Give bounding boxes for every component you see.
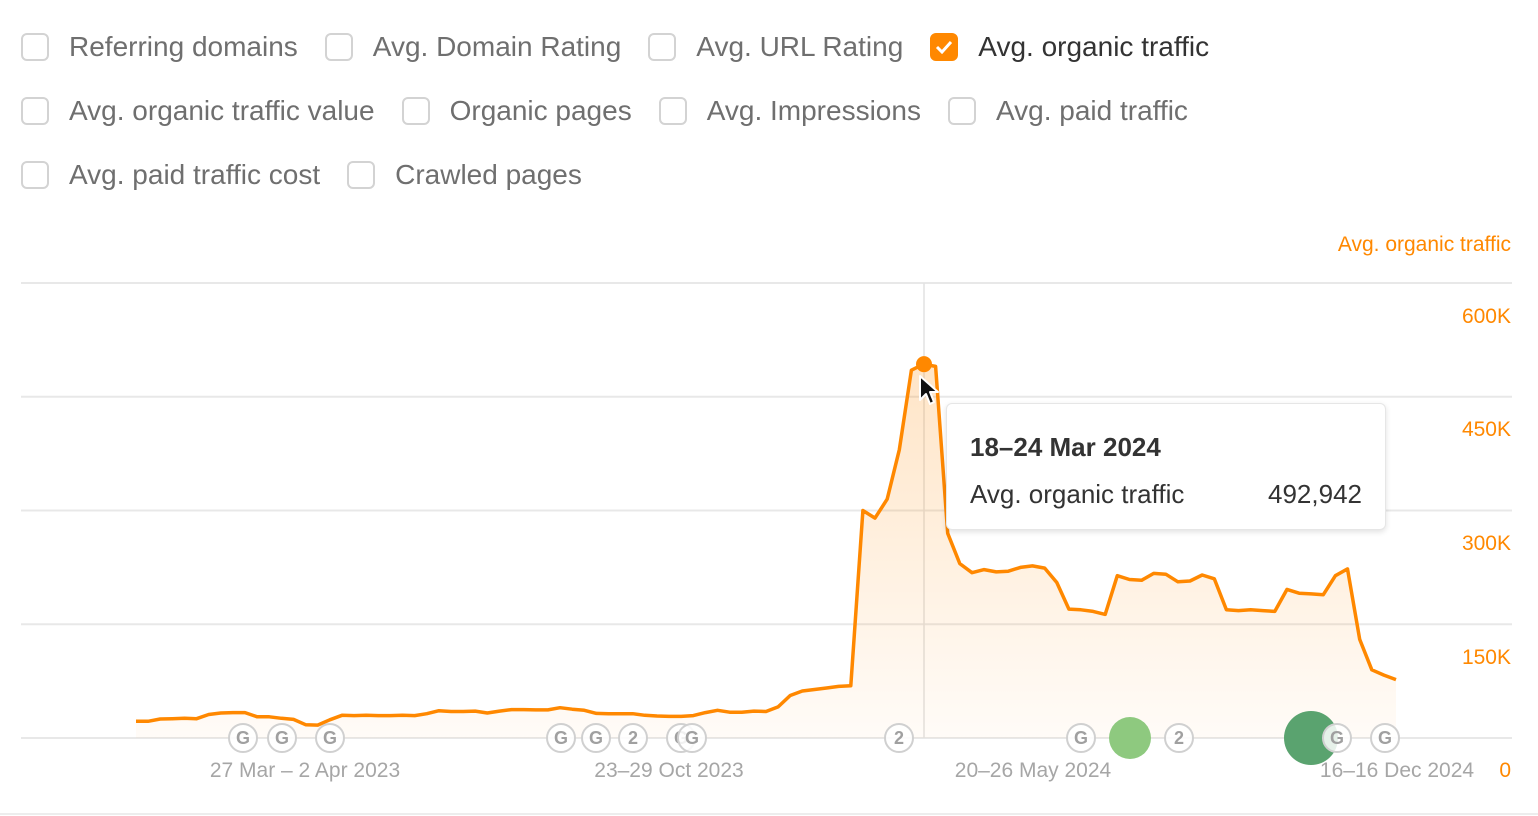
metric-label: Avg. paid traffic cost: [69, 159, 321, 190]
metric-label: Avg. paid traffic: [995, 95, 1188, 126]
event-count-marker[interactable]: 2: [884, 723, 914, 753]
metric-avg-impressions[interactable]: Avg. Impressions: [658, 95, 921, 127]
y-tick-0: 0: [1499, 759, 1511, 782]
event-count-marker[interactable]: 2: [618, 723, 648, 753]
x-tick-4: 16–16 Dec 2024: [1319, 759, 1475, 782]
checkbox[interactable]: [21, 33, 49, 61]
metric-label: Crawled pages: [395, 159, 582, 190]
series-line[interactable]: [136, 362, 1397, 727]
checkbox[interactable]: [21, 161, 49, 189]
mouse-cursor-icon: [919, 375, 939, 405]
tooltip-date: 18–24 Mar 2024: [970, 432, 1161, 462]
bottom-divider: [0, 813, 1538, 815]
y-axis-title: Avg. organic traffic: [1337, 233, 1511, 256]
metric-label: Avg. Domain Rating: [372, 31, 622, 62]
google-update-marker-icon[interactable]: G: [546, 723, 576, 753]
metric-referring-domains[interactable]: Referring domains: [21, 31, 298, 63]
metric-row-2: Avg. organic traffic value Organic pages…: [21, 90, 1521, 132]
tooltip-metric-label: Avg. organic traffic: [970, 479, 1185, 509]
chart-tooltip: 18–24 Mar 2024 Avg. organic traffic 492,…: [946, 403, 1386, 530]
google-update-marker-icon[interactable]: G: [228, 723, 258, 753]
tooltip-metric-value: 492,942: [1268, 479, 1362, 509]
metric-label: Avg. organic traffic: [978, 31, 1210, 62]
checkbox[interactable]: [947, 97, 976, 125]
google-update-marker-icon[interactable]: G: [581, 723, 611, 753]
x-tick-3: 20–26 May 2024: [954, 759, 1112, 782]
metric-avg-url-rating[interactable]: Avg. URL Rating: [648, 31, 903, 63]
metric-avg-organic-traffic[interactable]: Avg. organic traffic: [930, 31, 1209, 63]
highlighted-point[interactable]: [916, 356, 932, 373]
area-fill: [136, 364, 1396, 738]
metric-organic-pages[interactable]: Organic pages: [401, 95, 632, 127]
google-update-marker-icon[interactable]: G: [1066, 723, 1096, 753]
metric-label: Avg. organic traffic value: [69, 95, 375, 126]
metric-avg-organic-traffic-value[interactable]: Avg. organic traffic value: [21, 95, 375, 127]
metric-crawled-pages[interactable]: Crawled pages: [347, 159, 582, 191]
metric-label: Organic pages: [449, 95, 632, 126]
x-tick-1: 27 Mar – 2 Apr 2023: [209, 759, 401, 782]
event-count-marker[interactable]: 2: [1164, 723, 1194, 753]
google-update-marker-icon[interactable]: G: [677, 723, 707, 753]
checkbox[interactable]: [658, 97, 687, 125]
google-update-marker-icon[interactable]: G: [267, 723, 297, 753]
checkbox[interactable]: [347, 161, 376, 189]
google-update-marker-icon[interactable]: G: [1322, 723, 1352, 753]
google-update-marker-icon[interactable]: G: [315, 723, 345, 753]
checkbox[interactable]: [648, 33, 677, 61]
metric-row-3: Avg. paid traffic cost Crawled pages: [21, 154, 1521, 196]
checkbox-checked[interactable]: [930, 33, 959, 61]
metric-avg-domain-rating[interactable]: Avg. Domain Rating: [324, 31, 622, 63]
checkmark-icon: [936, 40, 953, 54]
metric-selector: Referring domains Avg. Domain Rating Avg…: [21, 26, 1521, 218]
metric-avg-paid-traffic-cost[interactable]: Avg. paid traffic cost: [21, 159, 320, 191]
y-tick-600k: 600K: [1461, 305, 1511, 328]
metric-label: Referring domains: [69, 31, 298, 62]
metric-avg-paid-traffic[interactable]: Avg. paid traffic: [947, 95, 1188, 127]
y-tick-450k: 450K: [1461, 418, 1511, 441]
metric-label: Avg. URL Rating: [696, 31, 904, 62]
y-tick-300k: 300K: [1461, 532, 1511, 555]
x-tick-2: 23–29 Oct 2023: [594, 759, 744, 782]
event-blob-marker[interactable]: [1109, 717, 1151, 759]
metric-row-1: Referring domains Avg. Domain Rating Avg…: [21, 26, 1521, 68]
checkbox[interactable]: [324, 33, 353, 61]
checkbox[interactable]: [21, 97, 49, 125]
checkbox[interactable]: [401, 97, 430, 125]
y-tick-150k: 150K: [1461, 646, 1511, 669]
metric-label: Avg. Impressions: [706, 95, 921, 126]
google-update-marker-icon[interactable]: G: [1370, 723, 1400, 753]
